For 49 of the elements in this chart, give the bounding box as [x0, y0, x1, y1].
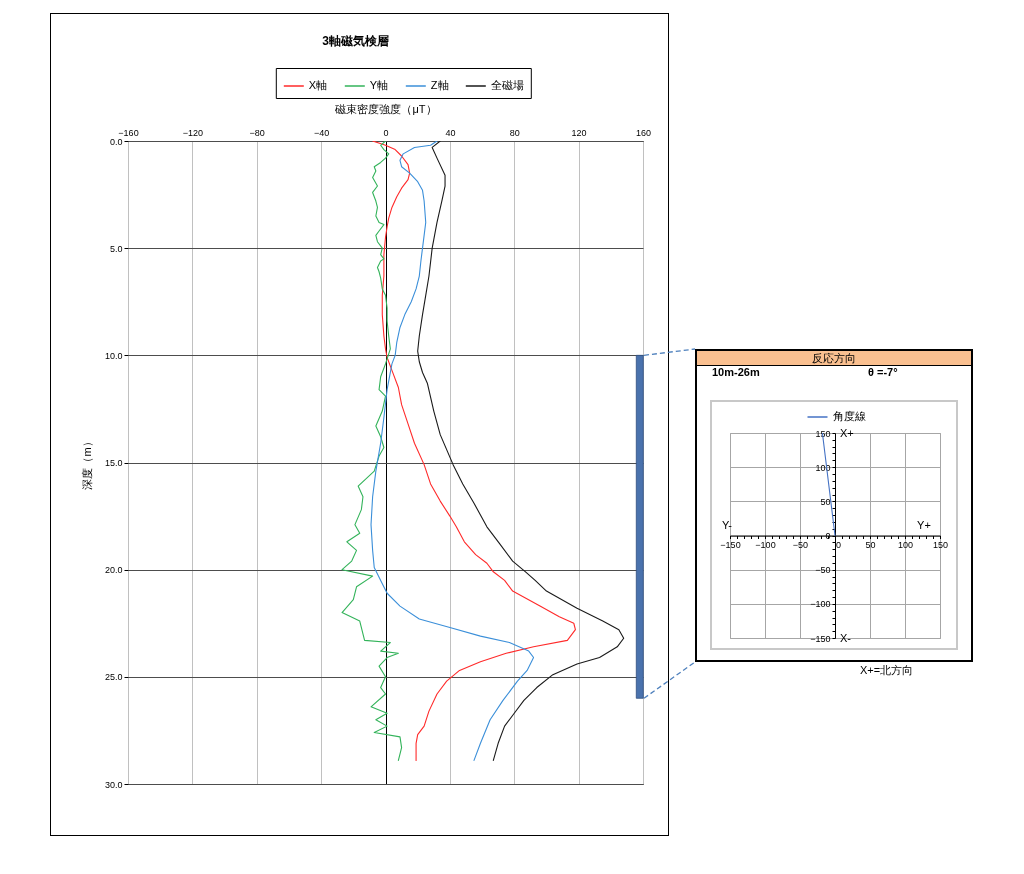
annotation: X-	[840, 631, 851, 645]
y-tick-label: 10.0	[104, 350, 123, 361]
line-series	[372, 141, 576, 761]
chart-title: 反応方向	[812, 352, 856, 365]
y-tick-label: 30.0	[104, 779, 123, 790]
y-tick-label: 15.0	[104, 458, 123, 468]
line-series	[341, 141, 403, 761]
y-tick-label: 100	[815, 462, 831, 473]
text: 10m-26m	[712, 366, 760, 379]
x-tick-label: −80	[249, 127, 265, 138]
x-axis-title: 磁束密度強度（μT）	[334, 102, 437, 115]
x-tick-label: −120	[182, 127, 204, 138]
line-series	[417, 141, 625, 761]
text: θ =-7°	[868, 366, 898, 379]
legend-label: 全磁場	[490, 79, 524, 91]
y-tick-label: −100	[810, 599, 831, 610]
x-tick-label: −50	[792, 540, 809, 550]
y-tick-label: −50	[815, 565, 831, 576]
x-tick-label: 160	[635, 127, 652, 138]
x-tick-label: −160	[118, 127, 139, 138]
annotation: Y-	[722, 518, 732, 531]
legend-label: Y軸	[369, 79, 389, 91]
chart-title: 3軸磁気検層	[322, 33, 389, 48]
y-tick-label: 50	[820, 496, 831, 507]
x-tick-label: 80	[509, 127, 520, 138]
x-tick-label: −100	[755, 540, 776, 550]
x-tick-label: 120	[571, 127, 587, 138]
y-tick-label: 20.0	[104, 565, 123, 576]
legend-label: Z軸	[430, 79, 449, 91]
x-tick-label: 50	[865, 540, 876, 550]
y-tick-label: 0.0	[109, 136, 123, 147]
y-tick-label: 25.0	[104, 672, 123, 683]
x-tick-label: 100	[897, 540, 914, 550]
x-tick-label: 0	[383, 127, 389, 138]
line-series	[370, 141, 535, 761]
annotation: Y+	[917, 518, 931, 531]
x-tick-label: 0	[835, 540, 842, 550]
x-tick-label: 40	[445, 127, 456, 138]
x-tick-label: −150	[720, 540, 741, 550]
y-tick-label: 150	[815, 428, 831, 439]
y-axis-title: 深度（m）	[80, 436, 93, 490]
x-tick-label: 150	[932, 540, 949, 550]
text: X+=北方向	[860, 664, 914, 677]
y-tick-label: 5.0	[109, 243, 123, 254]
legend-label: X軸	[308, 79, 328, 91]
legend-label: 角度線	[832, 410, 866, 422]
x-tick-label: −40	[313, 127, 330, 138]
annotation: X+	[840, 426, 854, 440]
y-tick-label: −150	[810, 633, 831, 644]
